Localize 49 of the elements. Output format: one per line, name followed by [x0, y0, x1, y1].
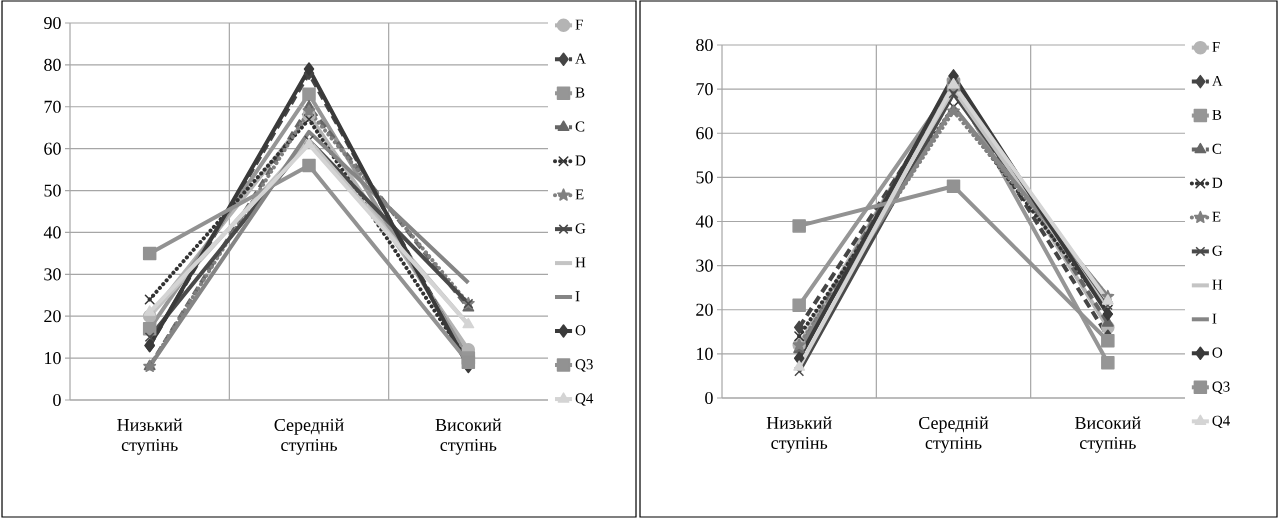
- y-tick-label: 0: [705, 391, 713, 405]
- legend-label: C: [575, 121, 585, 132]
- y-tick-label: 90: [44, 16, 61, 30]
- y-tick-label: 70: [44, 100, 61, 113]
- legend-label: F: [575, 19, 583, 30]
- y-tick-label: 50: [44, 184, 61, 197]
- legend-label: Q3: [1212, 381, 1230, 394]
- y-tick-label: 30: [44, 268, 61, 281]
- x-tick-label: Високий ступінь: [435, 418, 502, 455]
- y-tick-label: 80: [44, 58, 61, 71]
- legend-label: I: [1212, 313, 1217, 324]
- y-tick-label: 20: [696, 303, 713, 316]
- legend-label: D: [1212, 177, 1223, 188]
- legend-label: O: [575, 325, 586, 336]
- y-tick-label: 10: [45, 352, 61, 365]
- y-tick-label: 20: [44, 310, 61, 323]
- legend-label: H: [1212, 279, 1223, 290]
- x-tick-label: Середній ступінь: [919, 416, 989, 453]
- legend-label: B: [575, 87, 585, 98]
- legend-label: Q4: [1212, 415, 1230, 428]
- legend-label: G: [1212, 245, 1223, 256]
- legend-label: E: [1212, 211, 1221, 222]
- legend-label: E: [575, 189, 584, 200]
- y-tick-label: 80: [696, 38, 713, 52]
- y-tick-label: 10: [697, 347, 713, 360]
- legend-label: O: [1212, 347, 1223, 358]
- x-tick-label: Низький ступінь: [766, 416, 832, 453]
- y-tick-label: 60: [44, 142, 61, 155]
- legend-label: A: [575, 53, 586, 64]
- y-tick-label: 30: [696, 259, 713, 272]
- legend-label: A: [1212, 75, 1223, 86]
- legend-label: D: [575, 155, 586, 166]
- legend-label: B: [1212, 109, 1222, 120]
- legend-label: C: [1212, 143, 1222, 154]
- y-tick-label: 0: [53, 393, 61, 407]
- y-tick-label: 70: [696, 83, 713, 96]
- legend-label: Q3: [575, 359, 593, 372]
- legend-label: H: [575, 257, 586, 268]
- x-tick-label: Середній ступінь: [274, 418, 344, 455]
- y-tick-label: 40: [695, 215, 713, 228]
- y-tick-label: 60: [696, 127, 713, 140]
- y-tick-label: 50: [696, 171, 713, 184]
- x-tick-label: Високий ступінь: [1075, 416, 1141, 453]
- legend-label: F: [1212, 41, 1220, 52]
- legend-label: I: [575, 291, 580, 302]
- legend-label: Q4: [575, 393, 594, 406]
- y-tick-label: 40: [43, 226, 61, 239]
- x-tick-label: Низький ступінь: [117, 418, 183, 455]
- legend-label: G: [575, 223, 586, 234]
